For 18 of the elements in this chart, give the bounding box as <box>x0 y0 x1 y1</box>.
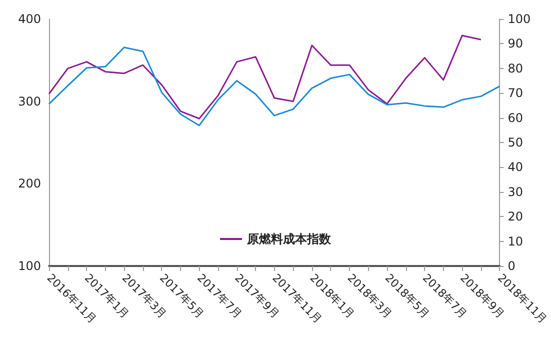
y2-tick-label: 20 <box>508 210 524 224</box>
y2-tick-label: 0 <box>508 259 516 273</box>
y2-tick-label: 90 <box>508 36 524 51</box>
y2-tick-label: 10 <box>508 234 524 248</box>
y2-tick-label: 50 <box>508 136 524 150</box>
y-tick-label: 400 <box>18 12 41 26</box>
y2-tick-label: 100 <box>508 12 531 26</box>
y2-tick-label: 60 <box>508 110 524 125</box>
legend-label: 原燃料成本指数 <box>246 232 332 246</box>
y-tick-label: 300 <box>18 94 41 108</box>
y-tick-label: 200 <box>18 176 41 191</box>
y2-tick-label: 40 <box>508 160 524 174</box>
line-series <box>48 34 482 120</box>
y2-tick-label: 80 <box>508 61 524 76</box>
y2-tick-label: 70 <box>508 86 524 100</box>
y-tick-label: 100 <box>18 259 41 273</box>
line-series <box>48 46 500 126</box>
y2-tick-label: 30 <box>508 184 524 199</box>
